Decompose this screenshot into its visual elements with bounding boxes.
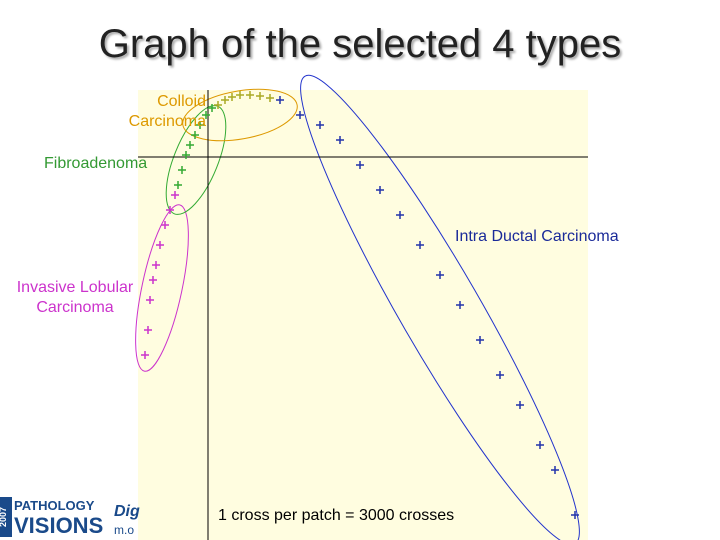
point [571, 511, 579, 519]
point [171, 191, 179, 199]
point [476, 336, 484, 344]
series-label: Colloid Carcinoma [128, 93, 206, 130]
point [152, 261, 160, 269]
point [356, 161, 364, 169]
point [496, 371, 504, 379]
point [296, 111, 304, 119]
logo-text: PATHOLOGY [14, 498, 95, 513]
point [202, 111, 210, 119]
point [214, 101, 222, 109]
point [236, 91, 244, 99]
point [396, 211, 404, 219]
ellipse [300, 74, 580, 540]
point [551, 466, 559, 474]
point [196, 121, 204, 129]
point [186, 141, 194, 149]
point [146, 296, 154, 304]
point [228, 93, 236, 101]
logo-text: Dig [114, 503, 140, 520]
point [316, 121, 324, 129]
point [156, 241, 164, 249]
point [516, 401, 524, 409]
series-label: Intra Ductal Carcinoma [455, 228, 619, 245]
point [221, 96, 229, 104]
logo-year: 2007 [0, 507, 8, 527]
series-label: Fibroadenoma [44, 155, 148, 172]
series-label: Invasive Lobular Carcinoma [16, 279, 134, 316]
point [141, 351, 149, 359]
point [376, 186, 384, 194]
logo-text: m.o [114, 523, 134, 537]
point [266, 94, 274, 102]
logo-text: VISIONS [14, 513, 103, 538]
point [149, 276, 157, 284]
point [208, 104, 216, 112]
logo-bar [0, 497, 12, 537]
point [256, 92, 264, 100]
point [166, 206, 174, 214]
chart-title: Graph of the selected 4 types [99, 22, 622, 66]
point [246, 91, 254, 99]
point [191, 131, 199, 139]
point [336, 136, 344, 144]
point [416, 241, 424, 249]
logo: 2007 PATHOLOGY VISIONS Dig m.o [0, 497, 140, 538]
point [174, 181, 182, 189]
point [456, 301, 464, 309]
point [436, 271, 444, 279]
point [178, 166, 186, 174]
point [144, 326, 152, 334]
point [536, 441, 544, 449]
ellipse [182, 88, 298, 142]
point [161, 221, 169, 229]
point [276, 96, 284, 104]
ellipse [135, 204, 189, 372]
point [182, 151, 190, 159]
annotation: 1 cross per patch = 3000 crosses [218, 507, 454, 524]
